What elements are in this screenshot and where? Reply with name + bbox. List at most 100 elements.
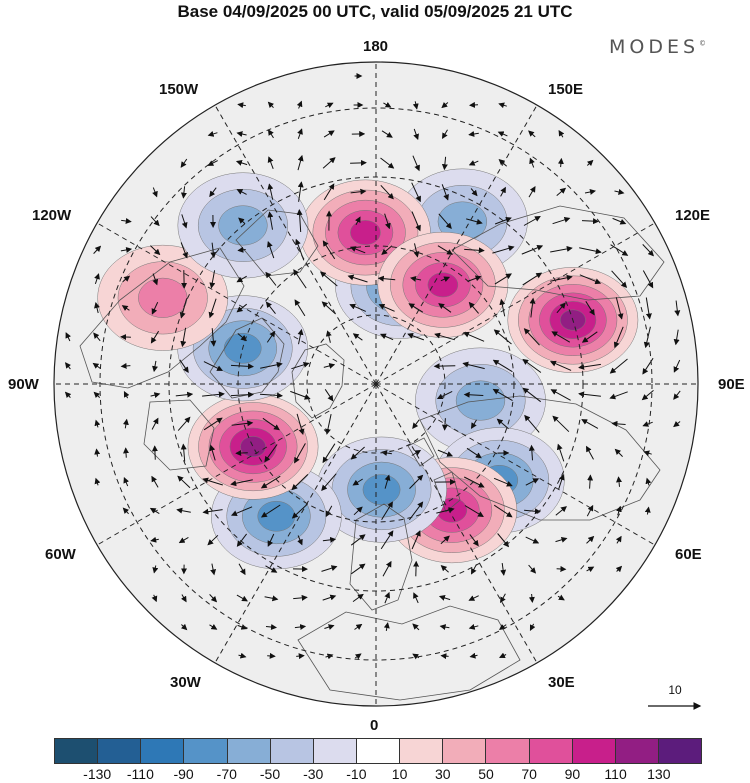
colorbar-swatch	[658, 739, 702, 763]
wind-vector	[674, 300, 681, 317]
wind-vector	[180, 623, 188, 631]
colorbar-swatch	[184, 739, 228, 763]
wind-vector	[122, 275, 131, 283]
wind-vector	[179, 359, 189, 374]
wind-vector	[350, 188, 367, 195]
wind-vector	[178, 536, 189, 544]
wind-vector	[293, 594, 308, 601]
wind-vector	[614, 188, 625, 195]
wind-vector	[498, 102, 507, 109]
wind-vector	[237, 246, 246, 253]
wind-vector	[500, 593, 506, 604]
brand-mark: ©	[699, 39, 707, 48]
wind-vector	[264, 595, 279, 602]
wind-vector	[493, 504, 513, 518]
wind-vector	[470, 419, 477, 429]
wind-vector	[609, 391, 628, 400]
anomaly-contour	[362, 474, 401, 505]
wind-vector	[297, 181, 304, 202]
wind-vector	[319, 271, 338, 287]
wind-vector	[291, 361, 310, 370]
wind-vector	[462, 331, 485, 342]
wind-vector	[352, 593, 364, 603]
anomaly-high-east-siberian-sea	[300, 179, 431, 286]
wind-vector	[291, 503, 308, 519]
wind-vector	[151, 301, 159, 315]
wind-vector	[645, 297, 652, 320]
wind-vector	[549, 360, 572, 371]
wind-vector	[581, 218, 599, 225]
modes-logo: MODES©	[609, 36, 706, 58]
wind-vector	[180, 327, 187, 348]
wind-vector	[613, 326, 624, 349]
anomaly-high-alaska	[377, 231, 509, 338]
wind-vector	[586, 535, 595, 544]
wind-vector	[120, 247, 133, 253]
wind-vector	[175, 391, 194, 398]
wind-vector	[611, 270, 628, 288]
lon-label-120e: 120E	[675, 207, 711, 224]
wind-vector	[470, 188, 478, 197]
wind-vector	[586, 566, 595, 573]
wind-vector	[122, 507, 130, 515]
wind-vector	[150, 330, 160, 344]
wind-vector	[296, 209, 303, 233]
wind-vector	[151, 594, 158, 603]
wind-vector	[238, 217, 246, 225]
wind-vector	[322, 443, 336, 464]
wind-vector	[586, 504, 594, 517]
wind-vector	[528, 564, 537, 574]
wind-vector	[529, 623, 536, 631]
wind-vector	[64, 391, 72, 399]
wind-vector	[558, 473, 565, 490]
wind-vector	[522, 272, 543, 286]
wind-vector	[267, 129, 274, 139]
wind-vector	[581, 419, 599, 429]
wind-vector	[210, 563, 217, 576]
colorbar-tick-label: -10	[346, 766, 367, 782]
wind-vector	[498, 159, 508, 167]
wind-vector	[441, 101, 449, 109]
wind-vector	[434, 332, 456, 341]
wind-vector	[353, 506, 363, 516]
wind-vector	[180, 186, 187, 199]
wind-vector	[609, 358, 628, 374]
wind-vector	[412, 419, 420, 429]
wind-vector	[209, 444, 216, 461]
wind-vector	[354, 653, 362, 660]
wind-vector	[579, 274, 602, 285]
wind-vector	[643, 450, 652, 457]
wind-vector	[500, 563, 507, 576]
coastline-greenland	[291, 343, 345, 419]
wind-vector	[325, 330, 332, 343]
wind-vector	[439, 624, 450, 631]
wind-vector	[93, 391, 101, 399]
wind-vector	[260, 475, 281, 489]
wind-vector	[294, 299, 306, 317]
wind-vector	[468, 131, 479, 137]
coastline-europe	[297, 605, 521, 701]
wind-vector	[440, 535, 450, 545]
coastline-svalbard	[407, 437, 435, 467]
wind-vector	[151, 475, 159, 488]
wind-vector	[236, 189, 247, 195]
lon-label-150e: 150E	[548, 81, 584, 98]
wind-vector	[350, 159, 367, 166]
wind-vector	[203, 361, 224, 371]
wind-vector	[524, 414, 540, 433]
wind-vector	[586, 159, 594, 167]
wind-vector	[437, 449, 454, 457]
wind-vector	[468, 160, 479, 166]
wind-vector	[499, 298, 506, 317]
wind-vector	[323, 183, 335, 201]
wind-vector	[438, 213, 452, 229]
lon-label-60e: 60E	[675, 546, 702, 563]
wind-vector	[260, 361, 283, 369]
wind-vector	[123, 391, 130, 399]
wind-vector	[349, 246, 366, 254]
wind-vector	[494, 216, 512, 225]
coastline-canada-arctic	[209, 317, 285, 399]
anomaly-contour	[240, 436, 266, 458]
wind-vector	[231, 420, 254, 427]
wind-vector	[207, 534, 219, 546]
